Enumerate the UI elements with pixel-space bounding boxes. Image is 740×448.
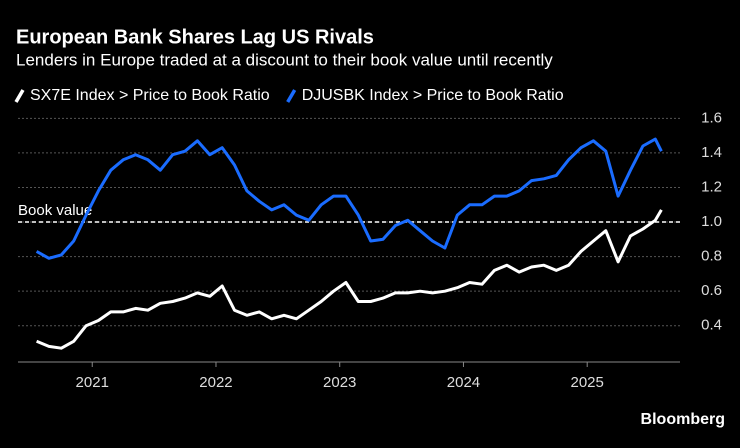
data-line [35, 137, 663, 260]
legend-label: DJUSBK Index > Price to Book Ratio [302, 87, 564, 104]
legend-swatch [14, 89, 25, 103]
y-tick-label: 1.6 [701, 109, 722, 126]
y-tick-label: 0.6 [701, 282, 722, 299]
data-line [36, 209, 663, 350]
y-tick-label: 0.8 [701, 248, 722, 265]
legend-swatch [286, 89, 297, 103]
y-tick-label: 1.2 [701, 178, 722, 195]
x-tick-label: 2022 [199, 374, 232, 391]
x-tick-label: 2021 [76, 374, 109, 391]
x-tick-label: 2024 [447, 374, 480, 391]
source: Bloomberg [641, 411, 725, 428]
y-tick-label: 1.0 [701, 213, 722, 230]
x-tick-label: 2025 [571, 374, 604, 391]
reference-label: Book value [18, 202, 92, 219]
y-tick-label: 1.4 [701, 144, 722, 161]
y-tick-label: 0.4 [701, 317, 722, 334]
x-tick-label: 2023 [323, 374, 356, 391]
legend-label: SX7E Index > Price to Book Ratio [30, 87, 270, 104]
chart-title: European Bank Shares Lag US Rivals [16, 26, 374, 48]
chart-subtitle: Lenders in Europe traded at a discount t… [16, 50, 553, 69]
